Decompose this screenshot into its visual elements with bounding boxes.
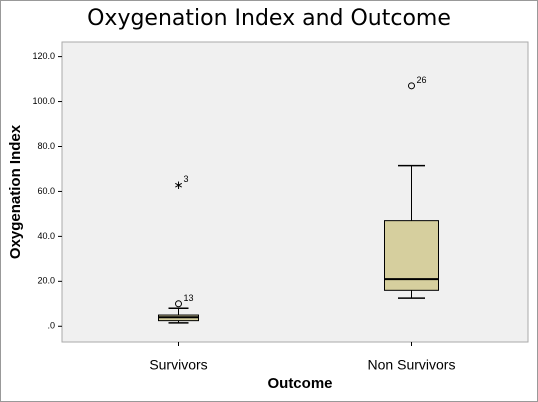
y-tick-label: 100.0 bbox=[32, 96, 55, 106]
y-axis-title: Oxygenation Index bbox=[7, 124, 24, 259]
outlier-label: 13 bbox=[184, 293, 194, 303]
y-tick-label: 40.0 bbox=[37, 231, 55, 241]
plot-area bbox=[61, 41, 529, 343]
outlier-point bbox=[175, 300, 182, 308]
extreme-point: ∗ bbox=[173, 178, 183, 192]
y-tick-label: 20.0 bbox=[37, 276, 55, 286]
y-tick-label: .0 bbox=[47, 321, 55, 331]
chart-title: Oxygenation Index and Outcome bbox=[87, 6, 451, 31]
y-tick-label: 60.0 bbox=[37, 186, 55, 196]
outlier-point bbox=[408, 82, 415, 90]
x-axis-title: Outcome bbox=[267, 375, 332, 392]
x-tick-label: Non Survivors bbox=[368, 357, 456, 373]
y-tick-label: 80.0 bbox=[37, 141, 55, 151]
outlier-label: 3 bbox=[184, 174, 189, 184]
outlier-label: 26 bbox=[417, 75, 427, 85]
x-tick-label: Survivors bbox=[149, 357, 207, 373]
y-tick-label: 120.0 bbox=[32, 51, 55, 61]
